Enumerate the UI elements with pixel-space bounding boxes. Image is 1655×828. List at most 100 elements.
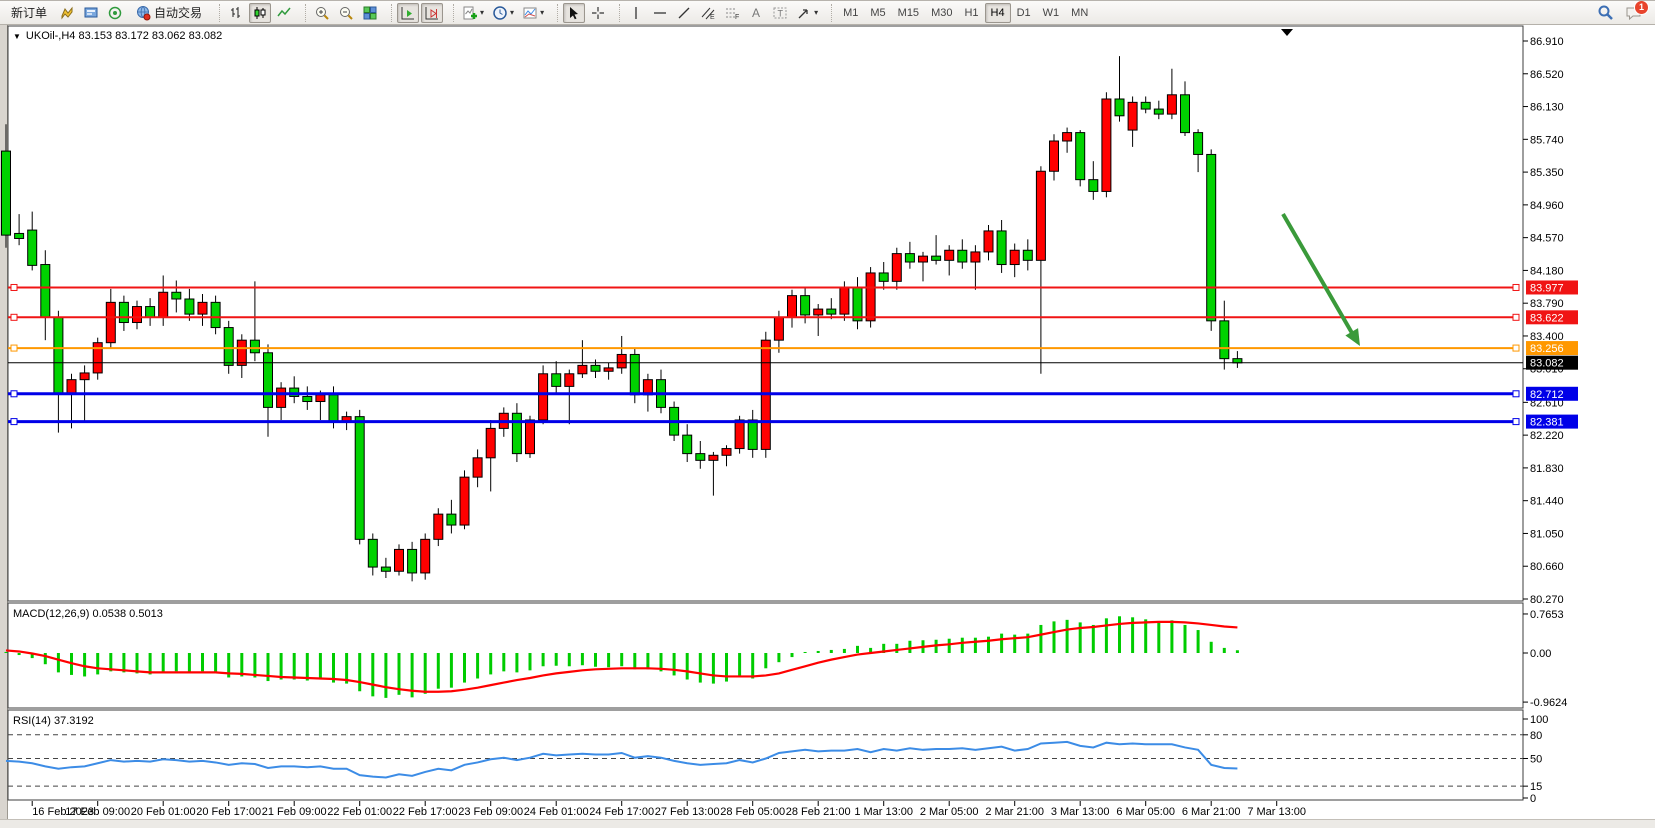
candle [734,419,745,450]
candle [14,232,25,239]
new-order-button[interactable]: 新订单 [11,6,48,20]
timeframe-button-m1[interactable]: M1 [843,6,859,19]
candlestick-icon[interactable] [249,2,272,23]
svg-text:28 Feb 05:00: 28 Feb 05:00 [720,806,785,818]
candle [865,272,876,322]
toolbar-separator [550,3,559,22]
collapse-arrow-icon[interactable]: ▼ [13,31,21,41]
svg-text:85.740: 85.740 [1530,134,1564,146]
macd-axis[interactable]: 0.7653 0.00 -0.9624 [1523,609,1567,709]
rsi-axis[interactable]: 100 80 50 150 [1523,714,1548,805]
svg-text:82.712: 82.712 [1530,389,1564,401]
charts-icon[interactable] [56,3,78,23]
level-line-83.256[interactable]: 83.256 [8,341,1578,356]
candle [1153,108,1164,115]
chat-icon[interactable]: 1 [1623,1,1649,23]
candle [1022,249,1033,261]
cursor-icon[interactable] [563,2,586,23]
candle [433,513,444,540]
toolbar-separator [298,3,307,22]
candle [1075,132,1086,181]
svg-text:E: E [710,14,715,21]
svg-text:3 Mar 13:00: 3 Mar 13:00 [1051,806,1110,818]
candle [289,387,300,397]
indicators-icon[interactable]: ▾ [459,3,487,23]
crosshair-icon[interactable] [587,3,609,23]
candle [1,150,11,236]
chart-shift-marker[interactable] [1281,29,1293,36]
candle [708,454,719,461]
templates-icon[interactable]: ▾ [519,3,547,23]
candle [197,301,208,315]
candle [1101,98,1112,192]
auto-trading-button[interactable]: 自动交易 [128,3,209,23]
candle [931,255,942,261]
vertical-line-icon[interactable] [625,3,647,23]
auto-scroll-icon[interactable] [397,2,420,23]
chart-window[interactable]: ▼ UKOil-,H4 83.153 83.172 83.062 83.082 … [0,25,1655,828]
candle [800,295,811,316]
timeframe-button-d1[interactable]: D1 [1016,6,1031,19]
candle [957,249,968,263]
trend-arrow-annotation[interactable] [1281,212,1360,346]
candle [603,367,614,372]
trendline-icon[interactable] [673,3,695,23]
candle [184,298,195,315]
arrows-icon[interactable]: ▾ [793,3,821,23]
candle [944,249,955,261]
navigator-icon[interactable] [104,3,126,23]
horizontal-line-icon[interactable] [649,3,671,23]
macd-indicator-label: MACD(12,26,9) 0.0538 0.5013 [13,608,163,620]
svg-text:86.910: 86.910 [1530,36,1564,48]
chart-shift-icon[interactable] [421,2,444,23]
price-axis[interactable]: 86.910 86.520 86.130 85.740 85.350 84.960 84.5… [1523,36,1564,606]
timeframe-button-mn[interactable]: MN [1071,6,1089,19]
channel-icon[interactable]: E [697,3,719,23]
svg-text:28 Feb 21:00: 28 Feb 21:00 [786,806,851,818]
candle [813,308,824,316]
timeframe-button-h4[interactable]: H4 [984,2,1011,23]
bar-chart-icon[interactable] [225,3,247,23]
timeframe-button-h1[interactable]: H1 [964,6,979,19]
rsi-pane[interactable] [7,709,1524,801]
svg-text:82.220: 82.220 [1530,430,1564,442]
candle [1088,179,1099,192]
zoom-in-icon[interactable] [311,3,333,23]
timeframe-button-m30[interactable]: M30 [931,6,953,19]
search-icon[interactable] [1594,3,1617,23]
svg-text:20 Feb 17:00: 20 Feb 17:00 [196,806,261,818]
toolbar-separator [446,3,455,22]
main-price-pane[interactable] [7,25,1524,602]
chart-canvas[interactable]: 86.910 86.520 86.130 85.740 85.350 84.960 84.5… [0,25,1655,828]
fibonacci-icon[interactable]: F [721,3,743,23]
line-chart-icon[interactable] [273,3,295,23]
candle [53,316,64,394]
candle [79,372,90,381]
svg-text:85.350: 85.350 [1530,167,1564,179]
candle [236,339,247,366]
level-line-82.381[interactable]: 82.381 [8,414,1578,429]
svg-text:83.082: 83.082 [1530,358,1564,370]
level-line-82.712[interactable]: 82.712 [8,386,1578,401]
tile-windows-icon[interactable] [359,3,381,23]
svg-text:23 Feb 09:00: 23 Feb 09:00 [458,806,523,818]
timeframe-button-w1[interactable]: W1 [1042,6,1060,19]
level-line-83.622[interactable]: 83.622 [8,310,1578,325]
candle [525,419,535,455]
candle [839,286,850,315]
zoom-out-icon[interactable] [335,3,357,23]
timeframe-button-m5[interactable]: M5 [870,6,886,19]
text-icon[interactable]: A [745,3,767,23]
label-icon[interactable]: T [769,3,791,23]
timeframe-button-m15[interactable]: M15 [897,6,920,19]
candle [1180,94,1190,134]
periods-icon[interactable]: ▾ [489,3,517,23]
candle [551,373,562,387]
candle [446,513,457,526]
candle [145,306,156,318]
candle [27,229,38,266]
level-line-83.977[interactable]: 83.977 [8,280,1578,295]
candle [826,308,837,315]
market-watch-icon[interactable] [80,3,102,23]
